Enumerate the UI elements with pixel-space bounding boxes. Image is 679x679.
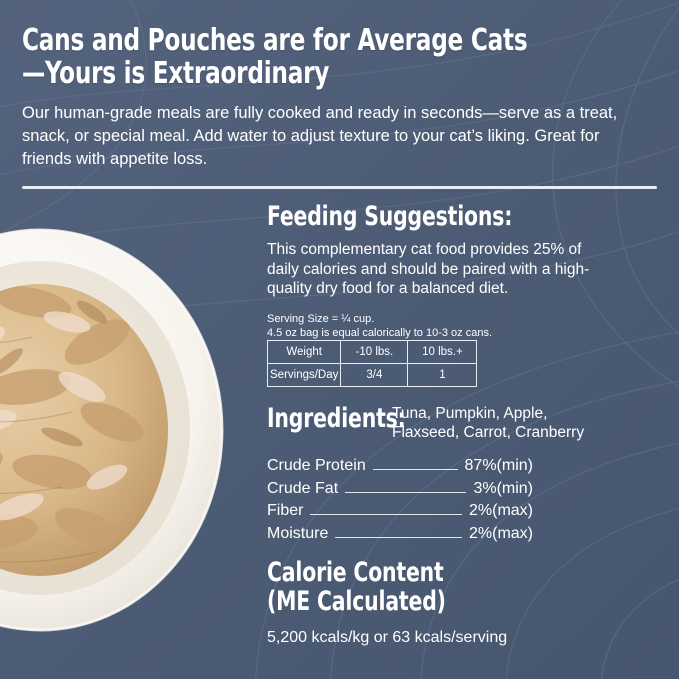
table-cell: 1 (439, 369, 446, 381)
analysis-value: 3%(min) (473, 479, 533, 497)
calorie-content-body: 5,200 kcals/kg or 63 kcals/serving (267, 629, 508, 646)
table-cell: -10 lbs. (341, 341, 409, 364)
analysis-row: Fiber 2%(max) (267, 500, 533, 523)
table-cell: 3/4 (341, 364, 409, 386)
leader-line (372, 469, 458, 470)
guaranteed-analysis: Crude Protein 87%(min) Crude Fat 3%(min)… (267, 455, 533, 545)
analysis-value: 2%(max) (468, 502, 533, 519)
food-photo (0, 228, 224, 632)
analysis-row: Crude Protein 87%(min) (267, 455, 533, 478)
table-cell: 10 lbs.+ (408, 341, 477, 364)
table-row: Weight -10 lbs. 10 lbs.+ (268, 341, 477, 364)
calorie-content-title: Calorie Content (ME Calculated) (267, 557, 446, 617)
ingredients-list: Tuna, Pumpkin, Apple, Flaxseed, Carrot, … (392, 405, 585, 441)
table-cell: Servings/Day (268, 364, 342, 386)
leader-line (335, 536, 462, 538)
leader-line (345, 491, 467, 493)
table-cell: Weight (268, 341, 342, 364)
analysis-value: 87%(min) (464, 457, 533, 474)
analysis-label: Fiber (267, 502, 304, 519)
analysis-row: Crude Fat 3%(min) (267, 478, 533, 501)
ingredients-title: Ingredients: (267, 403, 406, 434)
feeding-suggestions-body: This complementary cat food provides 25%… (267, 241, 590, 297)
section-divider (22, 186, 657, 189)
analysis-label: Crude Fat (267, 479, 339, 497)
analysis-row: Moisture 2%(max) (267, 523, 533, 546)
page-headline: Cans and Pouches are for Average Cats —Y… (22, 23, 528, 91)
analysis-label: Moisture (267, 524, 329, 542)
intro-paragraph: Our human-grade meals are fully cooked a… (22, 104, 618, 168)
table-row: Servings/Day 3/4 1 (268, 364, 476, 386)
analysis-label: Crude Protein (267, 457, 366, 474)
analysis-value: 2%(max) (468, 524, 533, 542)
feeding-suggestions-title: Feeding Suggestions: (267, 201, 513, 232)
leader-line (310, 514, 462, 515)
serving-size-note: Serving Size = ¼ cup. 4.5 oz bag is equa… (267, 313, 493, 339)
feeding-table: Weight -10 lbs. 10 lbs.+ Servings/Day 3/… (267, 340, 478, 387)
